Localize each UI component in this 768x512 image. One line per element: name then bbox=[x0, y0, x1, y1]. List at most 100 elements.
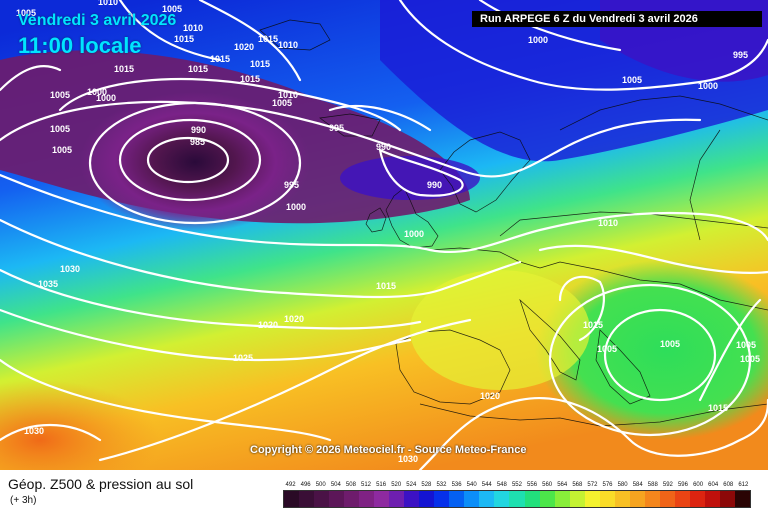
scale-swatch bbox=[329, 491, 345, 507]
isobar-label: 1005 bbox=[597, 344, 617, 354]
isobar-label: 1035 bbox=[38, 279, 58, 289]
scale-swatch bbox=[599, 491, 615, 507]
isobar-label: 995 bbox=[284, 180, 299, 190]
isobar-label: 1005 bbox=[660, 339, 680, 349]
scale-label: 528 bbox=[421, 482, 432, 488]
scale-label: 572 bbox=[587, 482, 598, 488]
scale-swatch bbox=[419, 491, 435, 507]
scale-label: 576 bbox=[602, 482, 613, 488]
isobar-label: 985 bbox=[190, 137, 205, 147]
isobar-label: 1005 bbox=[16, 8, 36, 18]
isobar-label: 1010 bbox=[98, 0, 118, 7]
scale-label: 504 bbox=[330, 482, 341, 488]
scale-swatch bbox=[704, 491, 720, 507]
isobar-label: 1005 bbox=[52, 145, 72, 155]
scale-swatch bbox=[674, 491, 690, 507]
scale-swatch bbox=[434, 491, 450, 507]
scale-label: 604 bbox=[708, 482, 719, 488]
scale-label: 564 bbox=[557, 482, 568, 488]
scale-swatch bbox=[479, 491, 495, 507]
scale-label: 556 bbox=[527, 482, 538, 488]
isobar-label: 1015 bbox=[708, 403, 728, 413]
color-scale-bar bbox=[283, 490, 751, 508]
isobar-label: 1000 bbox=[404, 229, 424, 239]
isobar-label: 995 bbox=[329, 123, 344, 133]
isobar-label: 995 bbox=[733, 50, 748, 60]
isobar-label: 1015 bbox=[188, 64, 208, 74]
isobar-label: 1020 bbox=[258, 320, 278, 330]
isobar-label: 1010 bbox=[278, 90, 298, 100]
model-run-label: Run ARPEGE 6 Z du Vendredi 3 avril 2026 bbox=[472, 11, 762, 27]
isobar-label: 990 bbox=[376, 142, 391, 152]
isobar-label: 990 bbox=[427, 180, 442, 190]
forecast-date: Vendredi 3 avril 2026 bbox=[18, 12, 177, 29]
isobar-label: 1025 bbox=[233, 353, 253, 363]
isobar-label: 1015 bbox=[376, 281, 396, 291]
scale-label: 592 bbox=[662, 482, 673, 488]
isobar-label: 1015 bbox=[583, 320, 603, 330]
isobar-label: 1005 bbox=[50, 124, 70, 134]
scale-label: 516 bbox=[376, 482, 387, 488]
isobar-label: 1015 bbox=[174, 34, 194, 44]
isobar-label: 1015 bbox=[240, 74, 260, 84]
scale-swatch bbox=[284, 491, 300, 507]
scale-label: 512 bbox=[361, 482, 372, 488]
scale-swatch bbox=[644, 491, 660, 507]
scale-swatch bbox=[569, 491, 585, 507]
isobar-label: 1030 bbox=[24, 426, 44, 436]
forecast-time: 11:00 locale bbox=[18, 33, 142, 58]
scale-swatch bbox=[524, 491, 540, 507]
scale-swatch bbox=[554, 491, 570, 507]
scale-swatch bbox=[449, 491, 465, 507]
isobar-label: 1020 bbox=[480, 391, 500, 401]
scale-label: 540 bbox=[466, 482, 477, 488]
scale-swatch bbox=[389, 491, 405, 507]
isobar-label: 1030 bbox=[60, 264, 80, 274]
isobar-label: 1005 bbox=[50, 90, 70, 100]
scale-swatch bbox=[359, 491, 375, 507]
scale-label: 548 bbox=[496, 482, 507, 488]
scale-label: 600 bbox=[693, 482, 704, 488]
legend-title: Géop. Z500 & pression au sol bbox=[8, 476, 194, 492]
scale-label: 520 bbox=[391, 482, 402, 488]
scale-swatch bbox=[299, 491, 315, 507]
isobar-label: 1010 bbox=[183, 23, 203, 33]
scale-swatch bbox=[494, 491, 510, 507]
scale-swatch bbox=[539, 491, 555, 507]
isobar-label: 1010 bbox=[598, 218, 618, 228]
scale-swatch bbox=[509, 491, 525, 507]
scale-swatch bbox=[404, 491, 420, 507]
isobar-label: 1000 bbox=[528, 35, 548, 45]
color-scale-labels: 492 496 500 504 508 512 516 520 524 528 532 536 540 5… bbox=[283, 480, 751, 490]
isobar-label: 1000 bbox=[87, 87, 107, 97]
isobar-label: 1015 bbox=[114, 64, 134, 74]
isobar-label: 1000 bbox=[698, 81, 718, 91]
scale-label: 524 bbox=[406, 482, 417, 488]
scale-label: 496 bbox=[300, 482, 311, 488]
scale-swatch bbox=[344, 491, 360, 507]
scale-label: 508 bbox=[345, 482, 356, 488]
isobar-label: 1020 bbox=[234, 42, 254, 52]
scale-label: 560 bbox=[542, 482, 553, 488]
isobar-label: 1015 bbox=[250, 59, 270, 69]
scale-swatch bbox=[734, 491, 750, 507]
isobar-label: 1000 bbox=[96, 93, 116, 103]
scale-label: 552 bbox=[511, 482, 522, 488]
isobar-label: 1015 bbox=[210, 54, 230, 64]
scale-swatch bbox=[614, 491, 630, 507]
isobar-label: 1010 bbox=[278, 40, 298, 50]
weather-map: 1010 1005 1005 1015 1015 1015 1015 1010 … bbox=[0, 0, 768, 470]
scale-swatch bbox=[719, 491, 735, 507]
scale-label: 584 bbox=[632, 482, 643, 488]
scale-swatch bbox=[374, 491, 390, 507]
scale-swatch bbox=[464, 491, 480, 507]
scale-label: 532 bbox=[436, 482, 447, 488]
scale-label: 568 bbox=[572, 482, 583, 488]
scale-swatch bbox=[584, 491, 600, 507]
scale-label: 492 bbox=[285, 482, 296, 488]
isobar-label: 1005 bbox=[162, 4, 182, 14]
scale-label: 596 bbox=[677, 482, 688, 488]
copyright-notice: Copyright © 2026 Meteociel.fr - Source M… bbox=[250, 444, 527, 456]
scale-label: 580 bbox=[617, 482, 628, 488]
isobar-label: 1000 bbox=[286, 202, 306, 212]
